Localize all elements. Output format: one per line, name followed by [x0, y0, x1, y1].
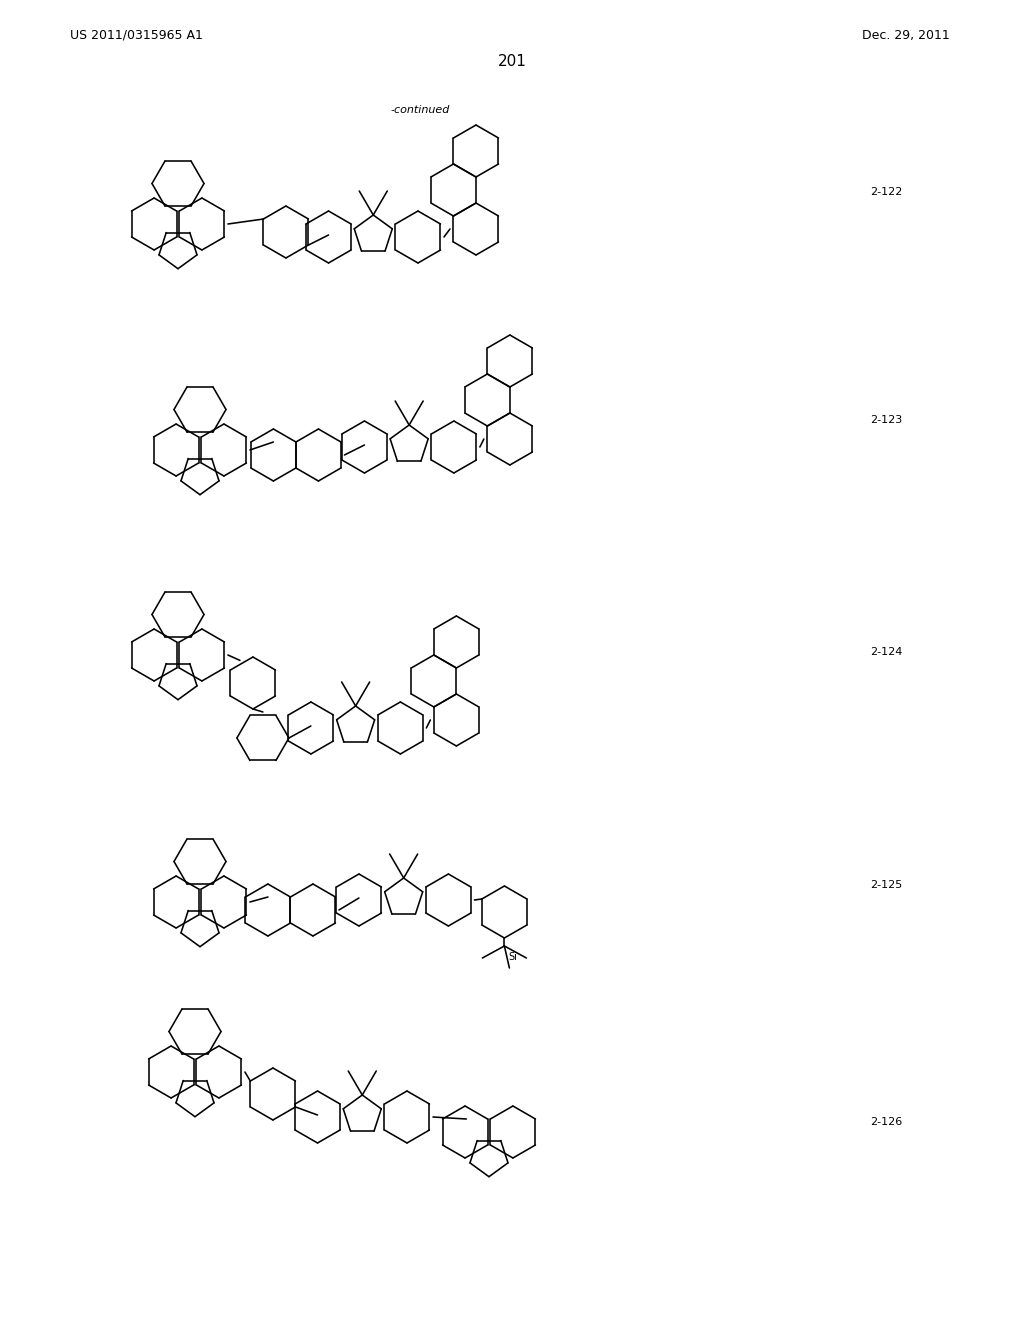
Text: 201: 201 — [498, 54, 526, 70]
Text: -continued: -continued — [390, 106, 450, 115]
Text: 2-122: 2-122 — [870, 187, 902, 197]
Text: 2-125: 2-125 — [870, 880, 902, 890]
Text: 2-124: 2-124 — [870, 647, 902, 657]
Text: 2-126: 2-126 — [870, 1117, 902, 1127]
Text: Si: Si — [508, 952, 517, 962]
Text: 2-123: 2-123 — [870, 414, 902, 425]
Text: US 2011/0315965 A1: US 2011/0315965 A1 — [70, 29, 203, 41]
Text: Dec. 29, 2011: Dec. 29, 2011 — [862, 29, 950, 41]
